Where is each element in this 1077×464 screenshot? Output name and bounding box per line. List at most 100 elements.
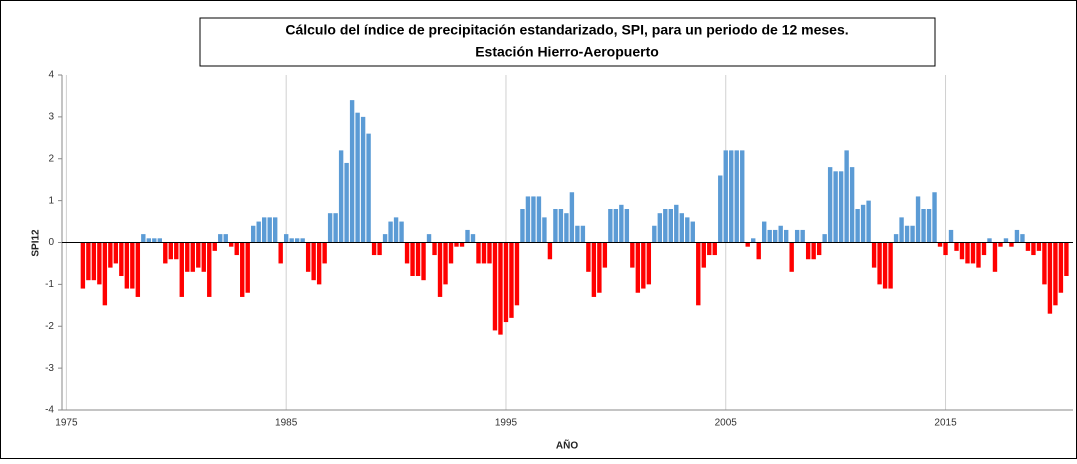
bar [333, 213, 338, 243]
bar [866, 200, 871, 243]
bar [278, 242, 283, 264]
y-tick-label: -4 [45, 405, 54, 416]
bar [1064, 242, 1069, 276]
bar [943, 242, 948, 256]
bar [1058, 242, 1064, 293]
bar [520, 209, 525, 243]
bar [327, 213, 333, 243]
bar [882, 242, 888, 289]
bar [196, 242, 201, 268]
bar [426, 234, 432, 243]
y-axis-label: SPI12 [31, 229, 42, 257]
bar [141, 234, 146, 243]
bar [740, 150, 745, 243]
bar [152, 238, 157, 243]
bar [1020, 234, 1025, 243]
bar [783, 229, 789, 243]
bar [240, 242, 245, 297]
bar [294, 238, 300, 243]
bar [498, 242, 503, 335]
y-tick-label: -1 [45, 279, 54, 290]
bar [377, 242, 382, 256]
x-tick-label: 2015 [934, 418, 957, 429]
bar [311, 242, 316, 281]
bar [646, 242, 652, 285]
bar [915, 196, 921, 243]
bar [998, 242, 1003, 247]
bar [459, 242, 465, 247]
bar [487, 242, 492, 264]
x-tick-label: 1995 [495, 418, 518, 429]
bar [531, 196, 536, 243]
bar [569, 192, 575, 243]
bar [904, 225, 910, 243]
bar [382, 234, 388, 243]
bar [860, 204, 866, 243]
bar [91, 242, 97, 281]
bar [251, 225, 256, 243]
bar [679, 213, 684, 243]
bar [404, 242, 410, 264]
bar [542, 217, 547, 243]
bar [827, 167, 833, 243]
chart-title: Cálculo del índice de precipitación esta… [285, 22, 848, 38]
bar [663, 209, 668, 243]
bar [179, 242, 184, 297]
bar [910, 225, 915, 243]
bar [163, 242, 168, 264]
bar [591, 242, 597, 297]
bar [119, 242, 124, 276]
bar [992, 242, 998, 272]
bar [723, 150, 728, 243]
bar [157, 238, 163, 243]
bar [525, 196, 531, 243]
bar [789, 242, 794, 272]
bar [707, 242, 712, 256]
bar [1053, 242, 1058, 306]
bar [553, 209, 558, 243]
bar [415, 242, 421, 276]
bar [465, 229, 470, 243]
bar [674, 204, 679, 243]
bar [503, 242, 509, 323]
y-tick-label: -3 [45, 363, 54, 374]
y-tick-label: 3 [48, 112, 54, 123]
bar [509, 242, 514, 318]
bar [349, 100, 355, 243]
bar [80, 242, 86, 289]
bar [822, 234, 827, 243]
bar [410, 242, 415, 276]
bar [146, 238, 152, 243]
bar [767, 229, 772, 243]
bar [393, 217, 399, 243]
bar [729, 150, 734, 243]
bar [586, 242, 591, 272]
bar [355, 112, 360, 243]
bar [130, 242, 135, 289]
bar [800, 229, 805, 243]
bar [344, 162, 349, 243]
bar [185, 242, 190, 272]
bar [316, 242, 322, 285]
bar [437, 242, 443, 297]
bar [899, 217, 904, 243]
bar [954, 242, 959, 251]
bar [976, 242, 981, 268]
bar [371, 242, 377, 256]
bar [987, 238, 992, 243]
bar [937, 242, 943, 247]
bar [849, 167, 855, 243]
bar [619, 204, 624, 243]
bar [855, 209, 860, 243]
bar [685, 217, 690, 243]
bar [564, 213, 569, 243]
bar [421, 242, 426, 281]
bar [580, 225, 586, 243]
bar [762, 221, 767, 243]
x-axis-label: AÑO [556, 439, 578, 452]
y-tick-label: 0 [48, 237, 54, 248]
y-tick-label: 4 [48, 70, 54, 81]
bar [272, 217, 278, 243]
bar [871, 242, 877, 268]
bar [613, 209, 619, 243]
